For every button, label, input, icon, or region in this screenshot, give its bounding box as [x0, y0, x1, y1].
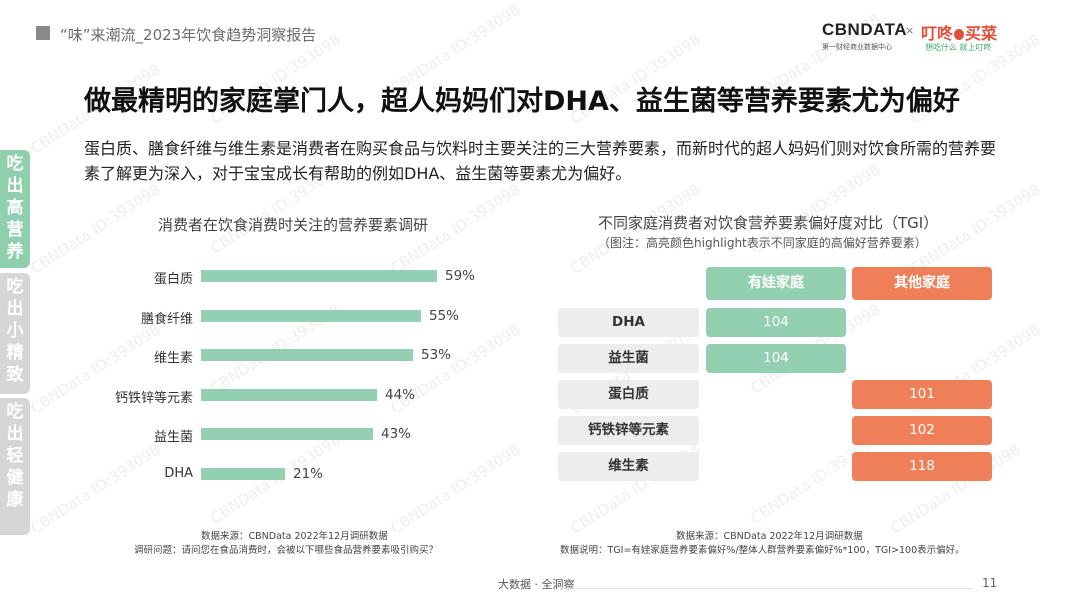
- cbndata-logo-tagline: 第一财经商业数据中心: [822, 43, 892, 51]
- row-label: DHA: [558, 308, 699, 337]
- row-label: 维生素: [558, 452, 699, 481]
- side-tab-char: 吃: [6, 402, 24, 422]
- right-chart-source: 数据来源：CBNData 2022年12月调研数据: [676, 531, 863, 542]
- left-chart-title: 消费者在饮食消费时关注的营养要素调研: [158, 216, 429, 234]
- dingdong-logo-part-a: 叮咚: [921, 24, 954, 43]
- bar: [201, 428, 373, 440]
- side-tab-light-health[interactable]: 吃出轻健康: [0, 398, 30, 535]
- dingdong-logo: 叮咚 买菜: [921, 20, 997, 44]
- bar-value-label: 43%: [381, 426, 412, 442]
- bar-value-label: 59%: [445, 268, 476, 284]
- right-chart-note: 数据说明：TGI=有娃家庭营养要素偏好%/整体人群营养要素偏好%*100，TGI…: [560, 545, 965, 556]
- bar-category-label: 钙铁锌等元素: [114, 390, 193, 406]
- side-tab-char: 吃: [6, 154, 24, 174]
- cbndata-logo: CBNDATA: [822, 20, 908, 39]
- side-tab-label: 吃出轻健康: [0, 401, 30, 511]
- side-tab-char: 康: [6, 490, 24, 510]
- bar-value-label: 53%: [421, 347, 452, 363]
- footer-divider: [560, 588, 972, 589]
- bar-category-label: 膳食纤维: [140, 311, 193, 327]
- tgi-value-cell: 118: [852, 452, 992, 481]
- watermark-text: CBNData ID:393098: [387, 440, 524, 538]
- column-header: 其他家庭: [852, 267, 992, 300]
- watermark-text: CBNData ID:393098: [387, 320, 524, 418]
- bar: [201, 388, 377, 401]
- side-tab-char: 小: [6, 321, 24, 341]
- bar: [201, 349, 413, 361]
- page-number: 11: [982, 576, 998, 590]
- bar-category-label: 维生素: [153, 351, 193, 366]
- tgi-value-cell: 101: [852, 380, 992, 409]
- column-header: 有娃家庭: [706, 267, 846, 300]
- logo-separator: ×: [905, 24, 915, 37]
- right-chart-title: 不同家庭消费者对饮食营养要素偏好度对比（TGI）: [598, 214, 939, 232]
- bar-category-label: DHA: [164, 465, 193, 481]
- bar-category-label: 蛋白质: [153, 272, 193, 287]
- bar: [201, 309, 421, 322]
- header-square-icon: [36, 26, 50, 40]
- left-chart-source: 数据来源：CBNData 2022年12月调研数据: [201, 531, 388, 542]
- bar-value-label: 44%: [385, 386, 416, 403]
- side-tab-high-nutrition[interactable]: 吃出高营养: [0, 150, 30, 268]
- dingdong-logo-tagline: 想吃什么 就上叮咚: [925, 43, 992, 52]
- bar: [201, 467, 285, 480]
- row-label: 钙铁锌等元素: [558, 416, 699, 445]
- strawberry-icon: [954, 29, 965, 40]
- row-label: 益生菌: [558, 344, 699, 373]
- page-title: 做最精明的家庭掌门人，超人妈妈们对DHA、益生菌等营养要素尤为偏好: [84, 86, 960, 117]
- dingdong-logo-part-b: 买菜: [965, 24, 998, 43]
- footer-slogan: 大数据 · 全洞察: [498, 578, 575, 591]
- bar-category-label: 益生菌: [153, 430, 193, 445]
- side-tab-label: 吃出高营养: [0, 153, 30, 263]
- side-tab-char: 营: [6, 220, 24, 240]
- side-tab-char: 致: [6, 365, 24, 385]
- bar: [201, 270, 437, 282]
- side-tab-refined[interactable]: 吃出小精致: [0, 273, 30, 394]
- tgi-value-cell: 104: [706, 308, 846, 337]
- side-tab-char: 高: [6, 198, 24, 218]
- bar-value-label: 55%: [429, 307, 460, 324]
- side-tab-char: 养: [6, 242, 24, 262]
- side-tab-char: 健: [6, 468, 24, 488]
- left-chart-note: 调研问题：请问您在食品消费时，会被以下哪些食品营养要素吸引购买？: [134, 545, 439, 556]
- watermark-text: CBNData ID:393098: [27, 440, 164, 538]
- watermark-text: CBNData ID:393098: [27, 180, 164, 278]
- side-tab-char: 吃: [6, 277, 24, 297]
- intro-paragraph: 蛋白质、膳食纤维与维生素是消费者在购买食品与饮料时主要关注的三大营养要素，而新时…: [84, 139, 997, 183]
- side-tab-char: 精: [6, 343, 24, 363]
- side-tab-char: 出: [6, 299, 24, 319]
- right-chart-subtitle: （图注：高亮颜色highlight表示不同家庭的高偏好营养要素）: [598, 236, 927, 250]
- side-tab-char: 出: [6, 424, 24, 444]
- side-tab-label: 吃出小精致: [0, 276, 30, 386]
- tgi-value-cell: 104: [706, 344, 846, 373]
- report-title: “味”来潮流_2023年饮食趋势洞察报告: [60, 26, 317, 44]
- side-tab-char: 出: [6, 176, 24, 196]
- bar-value-label: 21%: [293, 465, 324, 482]
- tgi-value-cell: 102: [852, 416, 992, 445]
- side-tab-char: 轻: [6, 446, 24, 466]
- row-label: 蛋白质: [558, 380, 699, 409]
